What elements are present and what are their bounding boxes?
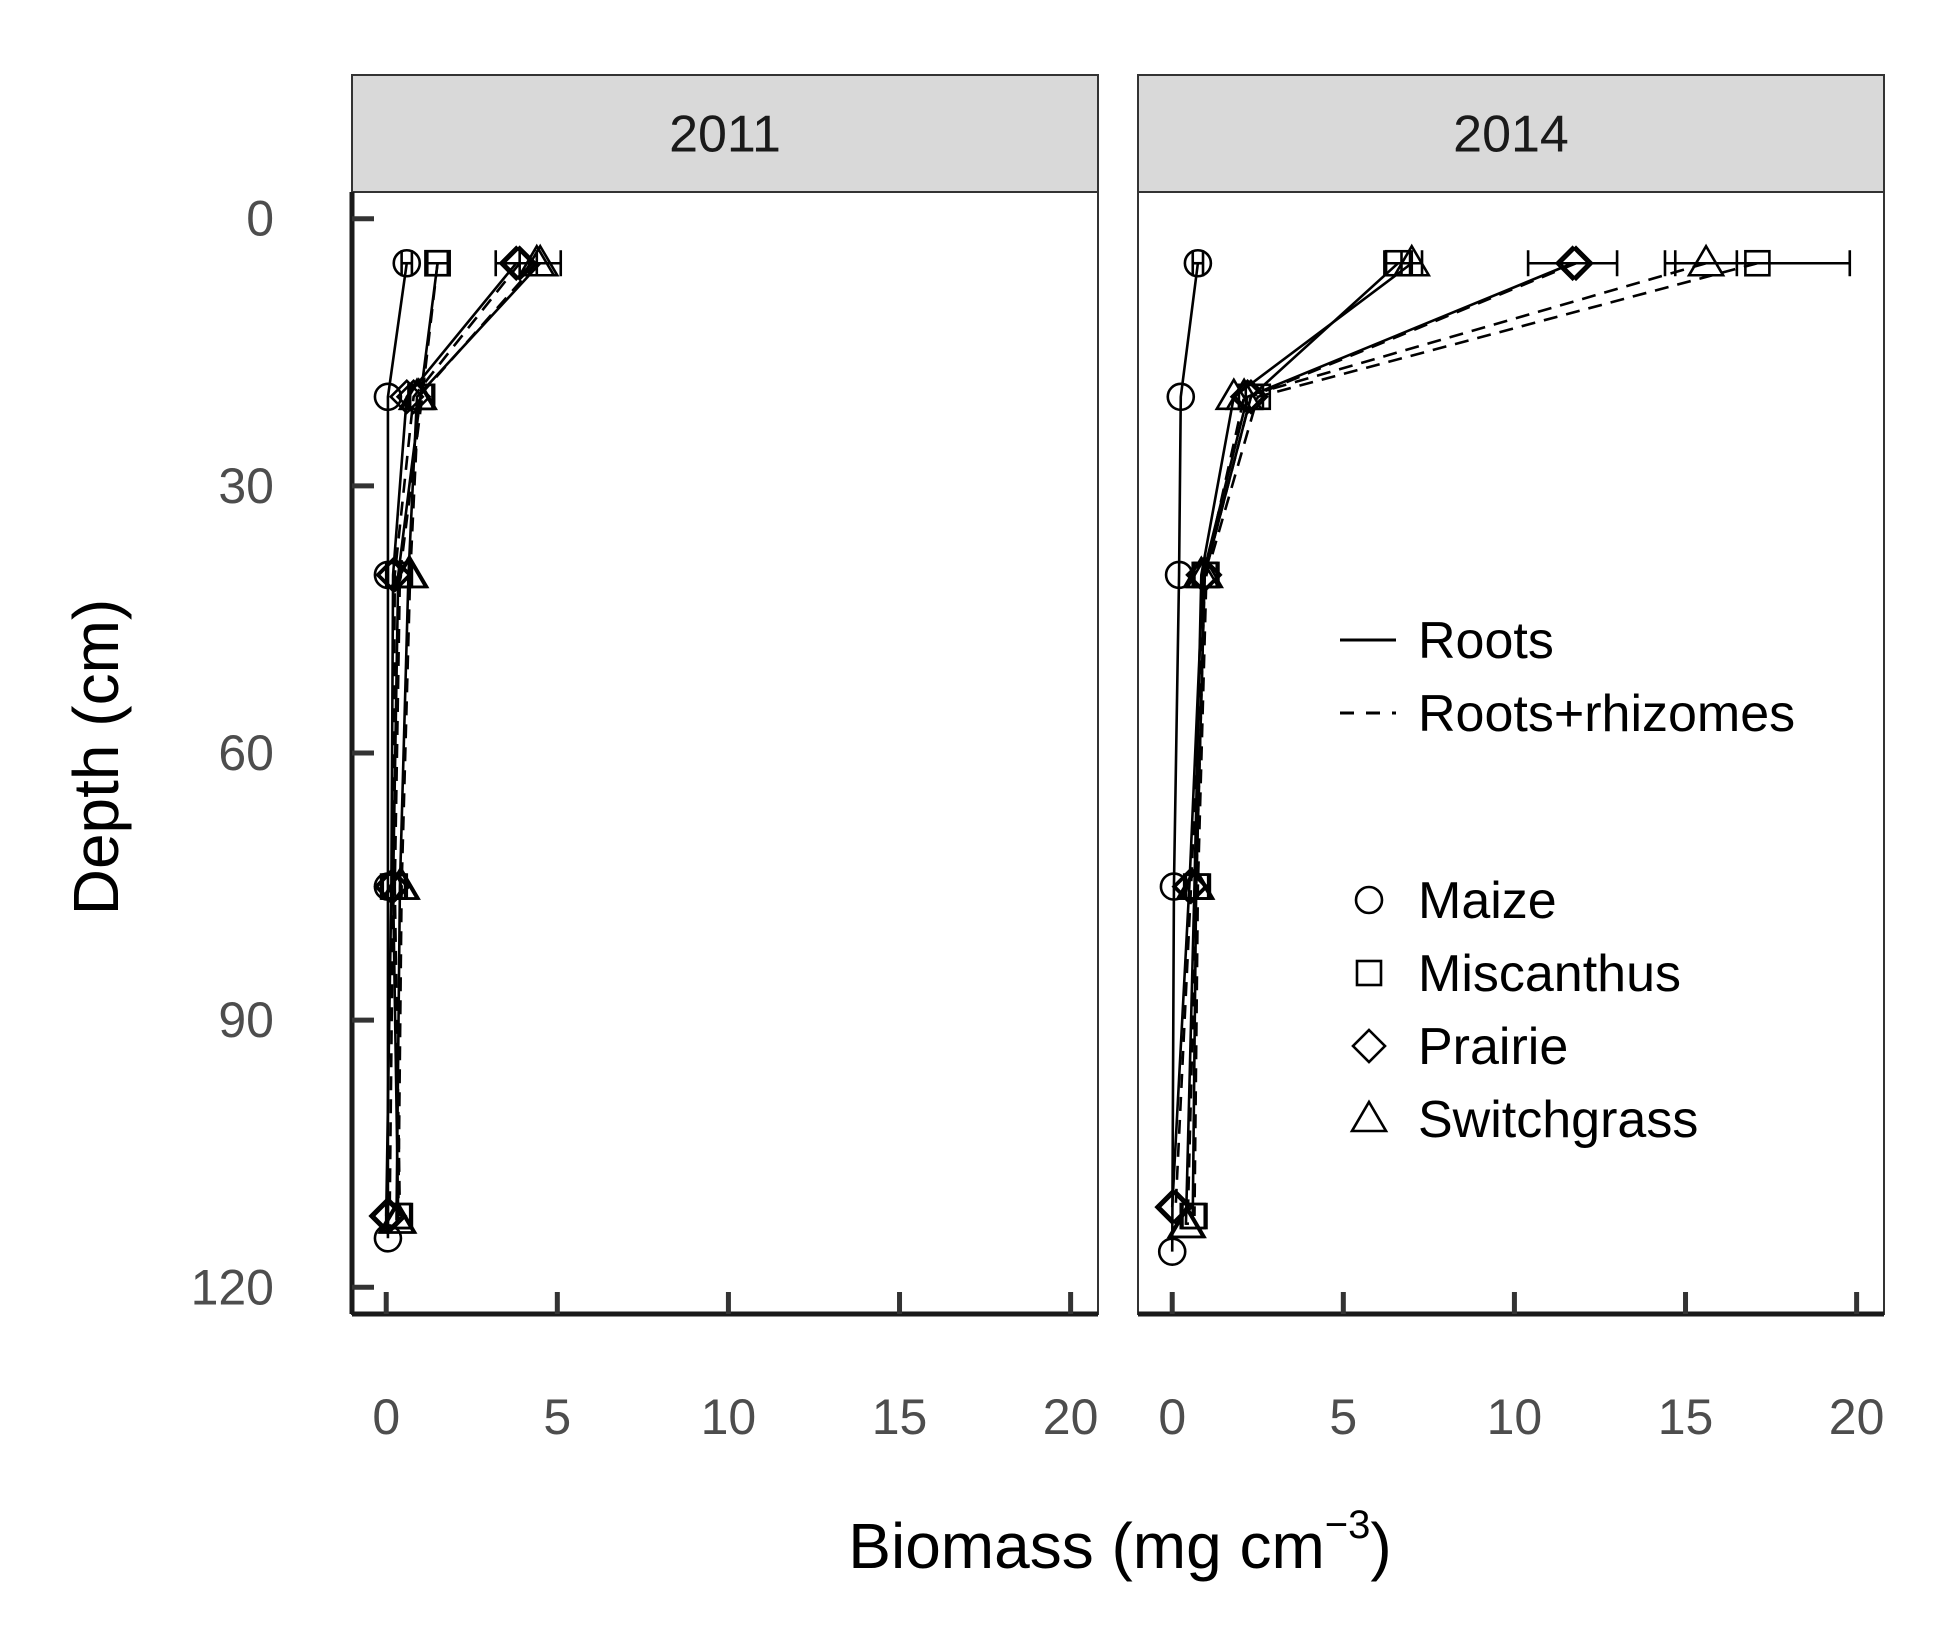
data-point-diamond (1558, 245, 1594, 282)
data-point-diamond (1154, 1189, 1191, 1225)
legend-label: Miscanthus (1418, 945, 1681, 1003)
series-line (1184, 262, 1413, 1225)
series-line (396, 262, 538, 1221)
x-tick-label: 15 (872, 1389, 928, 1445)
data-point-circle (1157, 1237, 1187, 1266)
data-point-diamond (498, 245, 535, 282)
data-point-diamond (375, 868, 411, 905)
x-tick-label: 5 (1329, 1389, 1357, 1445)
panel-strip (351, 74, 1099, 193)
legend-shape-key (1351, 1028, 1387, 1064)
legend-shape-key (1354, 885, 1384, 915)
y-tick-label: 120 (191, 1259, 274, 1315)
series-line (1174, 262, 1577, 1208)
series-line (384, 262, 518, 1217)
x-axis-title-main: Biomass (mg cm (848, 1510, 1325, 1582)
data-point-triangle (1224, 377, 1264, 411)
data-point-triangle (1185, 555, 1224, 589)
panel-strip (1137, 74, 1885, 193)
x-tick-label: 5 (543, 1389, 571, 1445)
x-axis-title-close: ) (1370, 1510, 1391, 1582)
data-point-triangle (1392, 243, 1432, 277)
series-switchgrass-dashed (378, 243, 557, 1234)
series-line (1186, 261, 1707, 1225)
panel-frame (351, 191, 1099, 1315)
data-point-triangle (399, 377, 438, 411)
series-switchgrass-solid (1166, 243, 1432, 1239)
data-point-circle (1166, 382, 1196, 412)
data-point-circle (373, 382, 403, 412)
y-tick-label: 60 (218, 725, 274, 781)
x-tick-label: 20 (1829, 1389, 1885, 1445)
x-tick-label: 0 (1158, 1389, 1186, 1445)
data-point-triangle (390, 555, 430, 589)
data-point-triangle (382, 867, 421, 900)
x-axis-title: Biomass (mg cm−3) (848, 1503, 1391, 1582)
data-point-circle (392, 248, 422, 278)
data-point-triangle (1176, 867, 1216, 900)
legend-shape-key (1355, 959, 1383, 987)
data-point-triangle (517, 243, 557, 277)
series-line (1170, 263, 1200, 1252)
panel-2011: 2011 0 5 10 15 20 (351, 74, 1099, 1445)
data-point-square (424, 249, 451, 277)
x-tick-label: 15 (1658, 1389, 1714, 1445)
series-maize-solid (1157, 248, 1213, 1266)
data-point-diamond (1554, 245, 1591, 282)
facet-panels: 2011 0 5 10 15 20 2014 0 5 10 15 20 (351, 74, 1885, 1445)
legend-label: Roots (1418, 612, 1554, 670)
data-point-triangle (378, 1200, 418, 1234)
legend: Roots Roots+rhizomes Maize Miscanthus Prairi… (1340, 612, 1795, 1149)
legend-shape-key (1349, 1099, 1389, 1133)
data-point-diamond (376, 557, 413, 593)
legend-label: Roots+rhizomes (1418, 685, 1795, 743)
x-tick-label: 0 (372, 1389, 400, 1445)
x-tick-label: 20 (1043, 1389, 1099, 1445)
data-point-triangle (1686, 243, 1726, 277)
panel-strip-title: 2011 (669, 106, 781, 164)
panel-frame (1137, 191, 1885, 1315)
series-line (388, 262, 521, 1217)
data-point-square (1744, 249, 1771, 277)
y-tick-label: 0 (246, 191, 274, 247)
x-tick-label: 10 (701, 1389, 757, 1445)
series-switchgrass-dashed (1168, 243, 1739, 1239)
x-axis-title-superscript: −3 (1325, 1503, 1371, 1547)
data-point-circle (1183, 248, 1213, 278)
series-line (1170, 262, 1574, 1208)
data-point-triangle (1168, 1205, 1207, 1239)
legend-label: Switchgrass (1418, 1091, 1698, 1149)
legend-label: Prairie (1418, 1018, 1568, 1076)
x-tick-label: 10 (1487, 1389, 1543, 1445)
y-tick-label: 90 (218, 992, 274, 1048)
panel-2014: 2014 0 5 10 15 20 (1137, 74, 1885, 1445)
y-axis-title: Depth (cm) (60, 599, 132, 916)
y-axis: 0 30 60 90 120 (191, 191, 374, 1315)
y-tick-label: 30 (218, 458, 274, 514)
series-line (1193, 261, 1758, 1217)
panel-strip-title: 2014 (1453, 106, 1569, 164)
legend-label: Maize (1418, 872, 1557, 930)
